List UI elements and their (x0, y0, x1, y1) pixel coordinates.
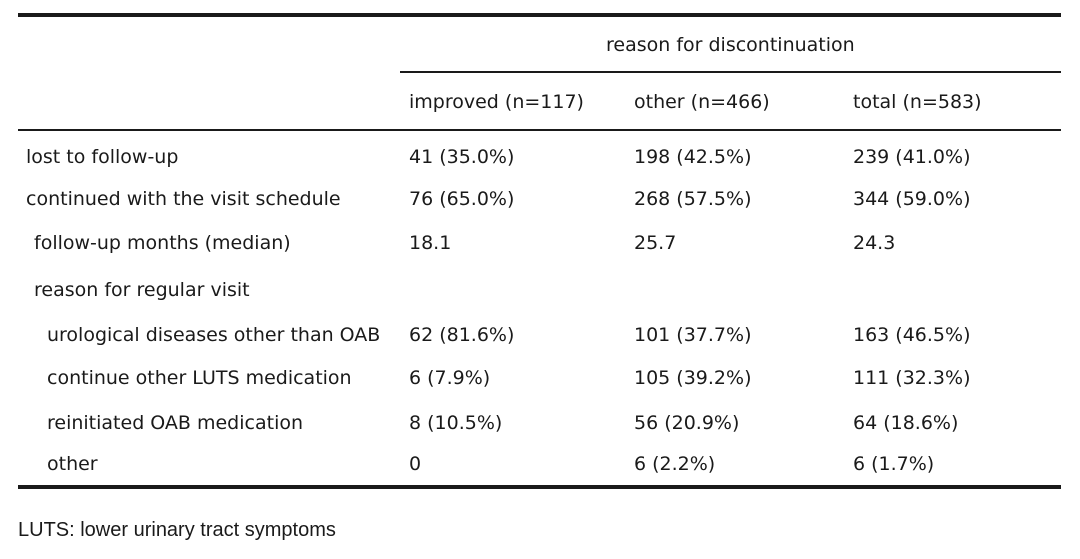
table-top-rule (18, 13, 1061, 17)
row-label: follow-up months (median) (34, 232, 291, 254)
header-rule (18, 129, 1061, 131)
cell-other: 25.7 (634, 232, 677, 254)
cell-improved: 41 (35.0%) (409, 146, 515, 168)
cell-total: 111 (32.3%) (853, 367, 971, 389)
cell-total: 344 (59.0%) (853, 188, 971, 210)
row-label: lost to follow-up (26, 146, 179, 168)
row-label: reinitiated OAB medication (47, 412, 304, 434)
group-header-rule (400, 71, 1061, 73)
cell-other: 268 (57.5%) (634, 188, 752, 210)
cell-other: 56 (20.9%) (634, 412, 740, 434)
column-header-other: other (n=466) (634, 91, 770, 113)
cell-improved: 6 (7.9%) (409, 367, 491, 389)
cell-total: 64 (18.6%) (853, 412, 959, 434)
cell-improved: 0 (409, 453, 422, 475)
row-label: other (47, 453, 98, 475)
cell-total: 163 (46.5%) (853, 324, 971, 346)
table-footnote: LUTS: lower urinary tract symptoms (18, 519, 336, 541)
column-header-improved: improved (n=117) (409, 91, 584, 113)
cell-improved: 18.1 (409, 232, 452, 254)
row-label: reason for regular visit (34, 279, 250, 301)
cell-other: 198 (42.5%) (634, 146, 752, 168)
table-bottom-rule (18, 485, 1061, 489)
cell-improved: 76 (65.0%) (409, 188, 515, 210)
cell-total: 6 (1.7%) (853, 453, 935, 475)
row-label: continue other LUTS medication (47, 367, 352, 389)
cell-improved: 8 (10.5%) (409, 412, 503, 434)
cell-total: 239 (41.0%) (853, 146, 971, 168)
row-label: continued with the visit schedule (26, 188, 341, 210)
cell-other: 6 (2.2%) (634, 453, 716, 475)
column-header-total: total (n=583) (853, 91, 982, 113)
group-header: reason for discontinuation (606, 34, 855, 56)
cell-other: 105 (39.2%) (634, 367, 752, 389)
cell-total: 24.3 (853, 232, 896, 254)
cell-other: 101 (37.7%) (634, 324, 752, 346)
cell-improved: 62 (81.6%) (409, 324, 515, 346)
row-label: urological diseases other than OAB (47, 324, 381, 346)
